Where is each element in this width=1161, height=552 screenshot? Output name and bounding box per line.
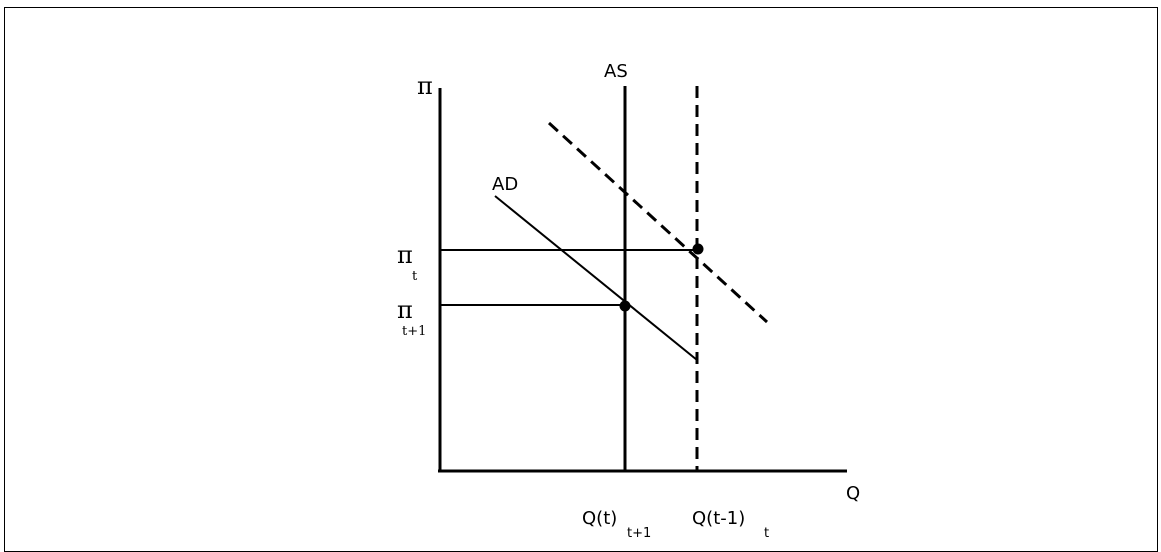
pi-t1-subscript: t+1 bbox=[402, 324, 426, 339]
y-axis-label: π bbox=[417, 72, 433, 100]
as-label: AS bbox=[604, 61, 628, 82]
q-t-label: Q(t) bbox=[582, 508, 617, 529]
pi-t1-label: π bbox=[397, 296, 413, 324]
ad-label: AD bbox=[492, 174, 518, 195]
x-axis-label: Q bbox=[846, 483, 860, 504]
ad-previous-curve bbox=[547, 121, 769, 324]
equilibrium-point-t bbox=[692, 243, 704, 255]
q-t-subscript: t+1 bbox=[627, 526, 651, 541]
pi-t-subscript: t bbox=[412, 269, 418, 284]
equilibrium-point-t1 bbox=[619, 300, 631, 312]
ad-curve bbox=[494, 195, 698, 361]
q-t1-subscript: t bbox=[764, 526, 769, 541]
pi-t-label: π bbox=[397, 241, 413, 269]
q-t1-label: Q(t-1) bbox=[692, 508, 745, 529]
